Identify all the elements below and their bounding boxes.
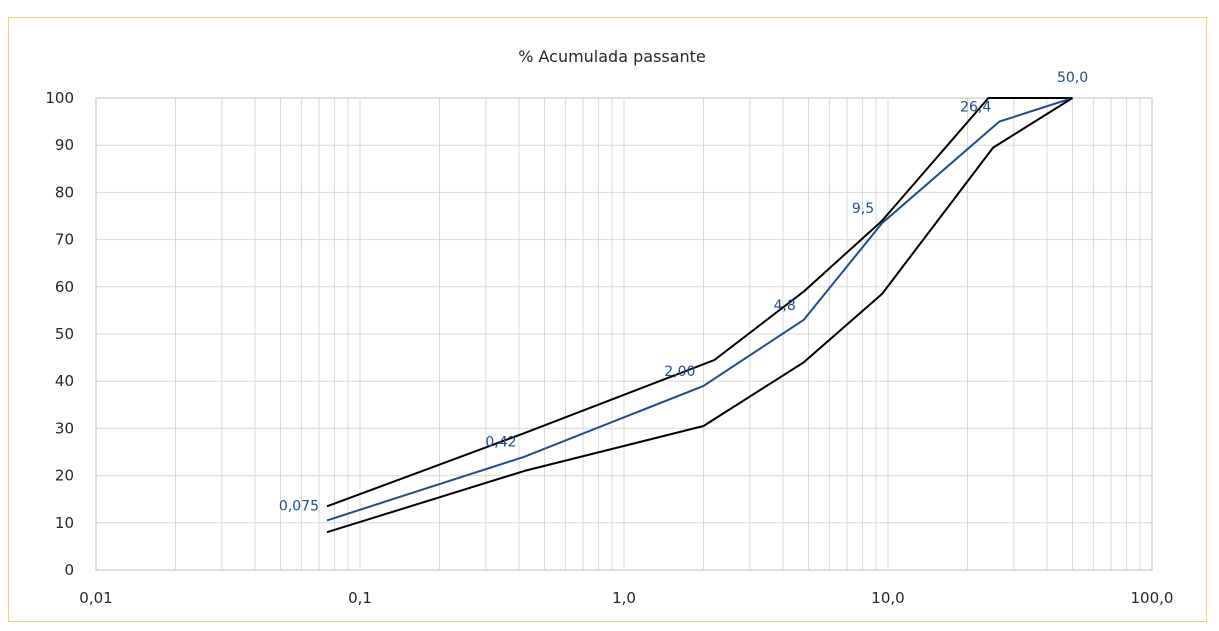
series-line-2 xyxy=(326,97,1073,522)
y-tick-label: 20 xyxy=(55,467,74,485)
data-label: 50,0 xyxy=(1057,70,1088,86)
series-line-1 xyxy=(326,97,1073,508)
x-tick-label: 1,0 xyxy=(612,589,636,607)
plot-area-border xyxy=(95,97,1153,571)
y-tick-label: 0 xyxy=(64,561,74,579)
x-tick-label: 100,0 xyxy=(1131,589,1174,607)
x-tick-label: 10,0 xyxy=(871,589,904,607)
y-tick-label: 100 xyxy=(45,89,74,107)
y-tick-label: 60 xyxy=(55,278,74,296)
y-tick-label: 40 xyxy=(55,372,74,390)
chart-frame xyxy=(8,17,1207,622)
x-tick-label: 0,01 xyxy=(79,589,112,607)
x-tick-label: 0,1 xyxy=(348,589,372,607)
data-label: 26,4 xyxy=(960,100,991,116)
series xyxy=(326,97,1074,534)
y-tick-label: 30 xyxy=(55,419,74,437)
data-label: 2,00 xyxy=(664,364,695,380)
data-label: 0,075 xyxy=(279,498,319,514)
grid xyxy=(95,97,1152,571)
series-line-3 xyxy=(326,97,1074,534)
y-tick-label: 50 xyxy=(55,325,74,343)
data-label: 4,8 xyxy=(774,298,796,314)
y-tick-label: 70 xyxy=(55,231,74,249)
y-tick-label: 90 xyxy=(55,136,74,154)
data-labels: 0,075 0,42 2,00 4,8 9,5 26,4 50,0 xyxy=(279,70,1088,514)
y-tick-label: 10 xyxy=(55,514,74,532)
data-label: 0,42 xyxy=(485,435,516,451)
y-tick-label: 80 xyxy=(55,183,74,201)
axes: 0 10 20 30 40 50 60 70 80 90 100 0,01 0,1 1,0 10,0 100,… xyxy=(45,89,1173,607)
chart-title: % Acumulada passante xyxy=(518,47,706,66)
data-label: 9,5 xyxy=(852,201,874,217)
